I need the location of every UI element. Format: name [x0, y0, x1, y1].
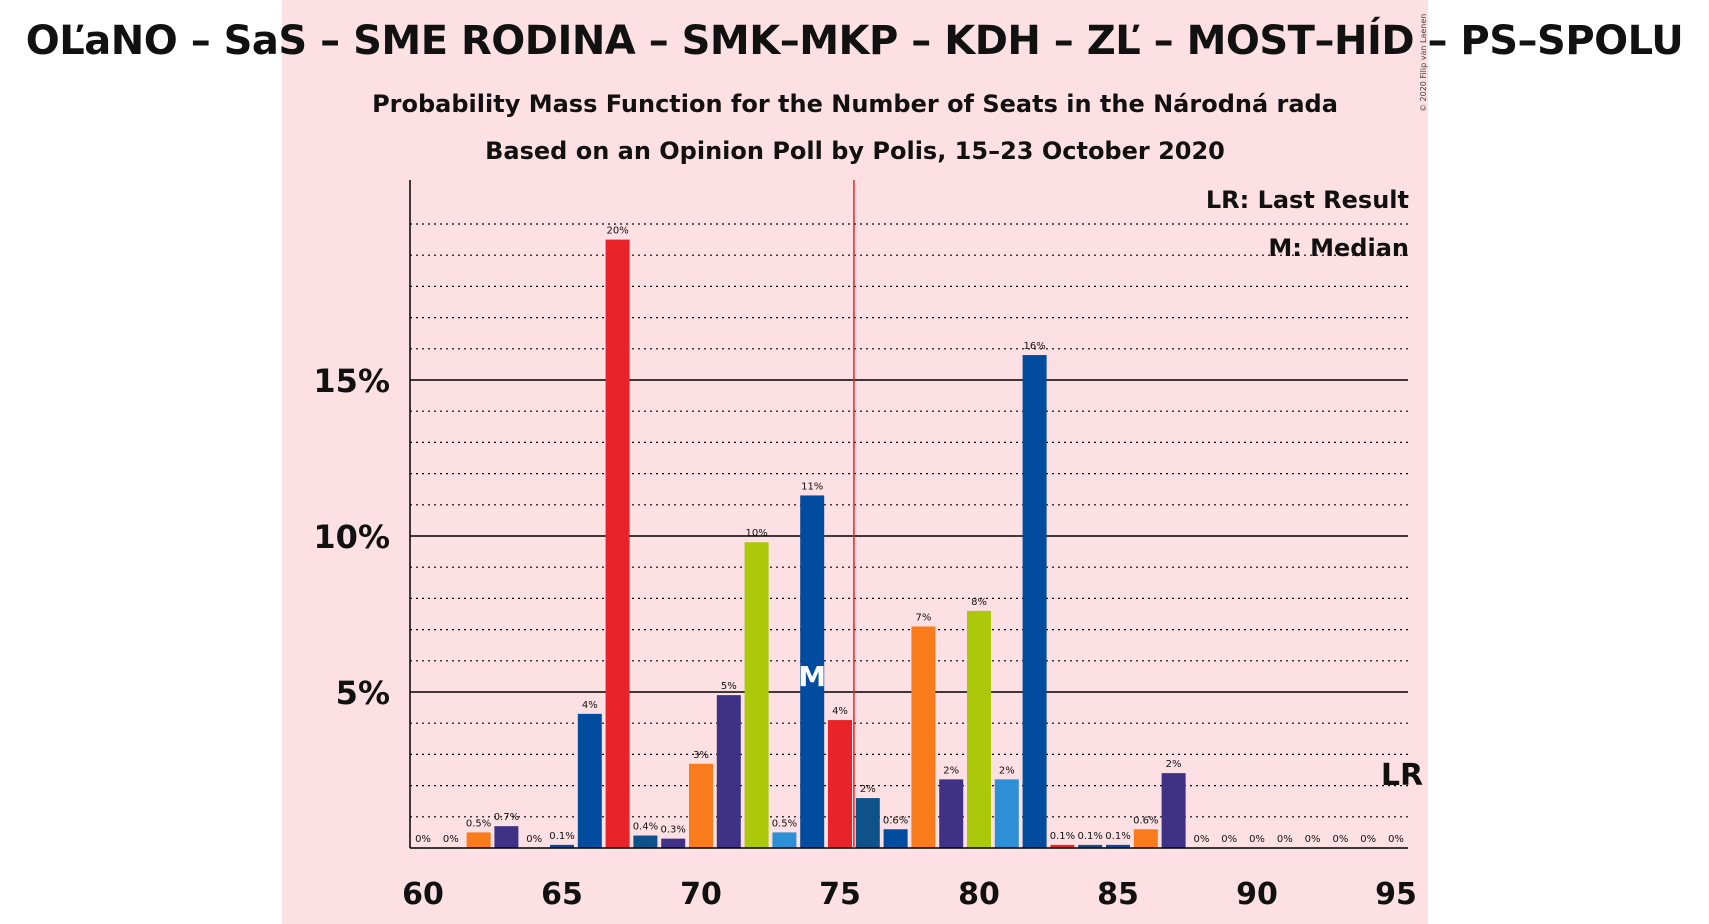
bar-value-label: 0%	[1388, 834, 1404, 845]
median-marker: M	[798, 660, 826, 693]
bar-value-label: 0.6%	[1133, 815, 1158, 826]
x-tick-label: 95	[1375, 877, 1417, 912]
bar-seats-63	[494, 826, 519, 848]
bar-seats-69	[661, 838, 686, 848]
bar-seats-70	[689, 763, 713, 848]
bar-value-label: 0.5%	[772, 818, 797, 829]
bar-value-label: 0.6%	[883, 815, 908, 826]
chart-title: OĽaNO – SaS – SME RODINA – SMK–MKP – KDH…	[25, 18, 1684, 64]
chart-markers: M LR	[798, 180, 1423, 848]
bar-value-label: 2%	[1166, 759, 1182, 770]
bar-value-label: 4%	[832, 706, 848, 717]
legend-last-result: LR: Last Result	[1205, 186, 1409, 214]
tick-labels: 60 65 70 75 80 85 90 95 5% 10% 15%	[313, 362, 1416, 912]
bar-seats-62	[466, 832, 491, 848]
bar-seats-66	[577, 713, 602, 848]
bar-value-label: 16%	[1023, 341, 1045, 352]
bar-value-label: 0%	[1193, 834, 1209, 845]
bars	[466, 239, 1186, 849]
x-tick-label: 85	[1097, 877, 1139, 912]
bar-value-label: 2%	[860, 784, 876, 795]
x-tick-label: 65	[541, 877, 583, 912]
bar-seats-82	[1022, 355, 1047, 848]
bar-seats-75	[828, 720, 852, 848]
bar-value-label: 8%	[971, 597, 987, 608]
bar-value-label: 0%	[1305, 834, 1321, 845]
bar-seats-83	[1050, 844, 1075, 848]
bar-value-label: 0.4%	[633, 822, 658, 833]
bar-seats-79	[939, 779, 964, 848]
bar-seats-67	[605, 239, 630, 849]
y-tick-label: 10%	[313, 518, 390, 556]
y-tick-label: 5%	[336, 674, 390, 712]
bar-seats-68	[633, 835, 658, 848]
bar-value-label: 0%	[443, 834, 459, 845]
x-tick-label: 75	[819, 877, 861, 912]
bar-value-label: 0.1%	[1077, 831, 1102, 842]
chart-source-line: Based on an Opinion Poll by Polis, 15–23…	[485, 137, 1225, 165]
bar-value-label: 0.5%	[466, 818, 491, 829]
legend-median: M: Median	[1268, 234, 1409, 262]
chart-subtitle: Probability Mass Function for the Number…	[372, 90, 1338, 118]
bar-seats-73	[772, 832, 797, 848]
y-tick-label: 15%	[313, 362, 390, 400]
x-tick-label: 90	[1236, 877, 1278, 912]
bar-value-label: 0%	[1332, 834, 1348, 845]
bar-seats-76	[855, 798, 880, 848]
bar-value-labels: 0% 0%0.5%0.7%0% 0.1%4%20%0.4% 0.3%3%5%10%0.…	[415, 226, 1404, 845]
bar-seats-85	[1106, 844, 1130, 848]
bar-value-label: 4%	[582, 700, 598, 711]
bar-value-label: 3%	[693, 750, 709, 761]
bar-value-label: 2%	[943, 765, 959, 776]
bar-seats-78	[911, 626, 936, 848]
bar-value-label: 20%	[606, 226, 628, 237]
bar-value-label: 0.3%	[660, 825, 685, 836]
bar-value-label: 0%	[415, 834, 431, 845]
bar-value-label: 0.1%	[549, 831, 574, 842]
bar-value-label: 0%	[1360, 834, 1376, 845]
bar-value-label: 0.1%	[1050, 831, 1075, 842]
grid-lines	[410, 223, 1408, 818]
x-tick-label: 70	[680, 877, 722, 912]
bar-value-label: 0.7%	[494, 812, 519, 823]
bar-value-label: 2%	[999, 765, 1015, 776]
bar-seats-71	[716, 695, 741, 848]
bar-value-label: 0%	[1277, 834, 1293, 845]
bar-seats-74	[800, 495, 825, 848]
last-result-marker: LR	[1381, 758, 1423, 793]
bar-value-label: 10%	[745, 528, 767, 539]
bar-seats-86	[1133, 829, 1158, 848]
bar-seats-72	[744, 542, 769, 848]
bar-seats-87	[1161, 773, 1186, 848]
bar-value-label: 0%	[526, 834, 542, 845]
bar-value-label: 0%	[1221, 834, 1237, 845]
chart-background-panel	[282, 0, 1428, 924]
bar-value-label: 11%	[801, 481, 823, 492]
bar-value-label: 0.1%	[1105, 831, 1130, 842]
bar-value-label: 7%	[915, 612, 931, 623]
bar-seats-81	[994, 779, 1019, 848]
x-tick-label: 80	[958, 877, 1000, 912]
bar-value-label: 0%	[1249, 834, 1265, 845]
bar-seats-80	[967, 610, 991, 848]
axes	[409, 180, 1408, 849]
x-tick-label: 60	[402, 877, 444, 912]
bar-value-label: 5%	[721, 681, 737, 692]
bar-seats-77	[883, 829, 908, 848]
bar-seats-65	[550, 844, 574, 848]
bar-seats-84	[1078, 844, 1103, 848]
